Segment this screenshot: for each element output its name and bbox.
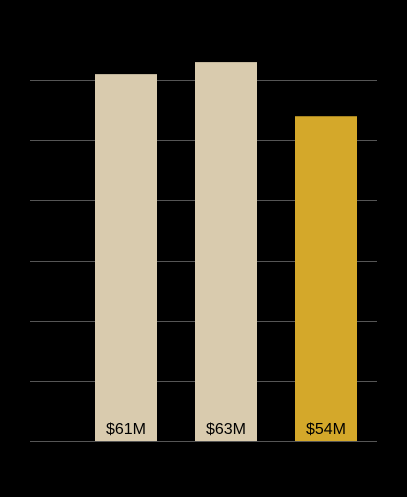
data-label: $63M [206, 421, 246, 438]
data-label: $61M [106, 421, 146, 438]
data-label: $54M [306, 421, 346, 438]
bar [195, 62, 257, 441]
bar [295, 116, 357, 441]
bar [95, 74, 157, 441]
